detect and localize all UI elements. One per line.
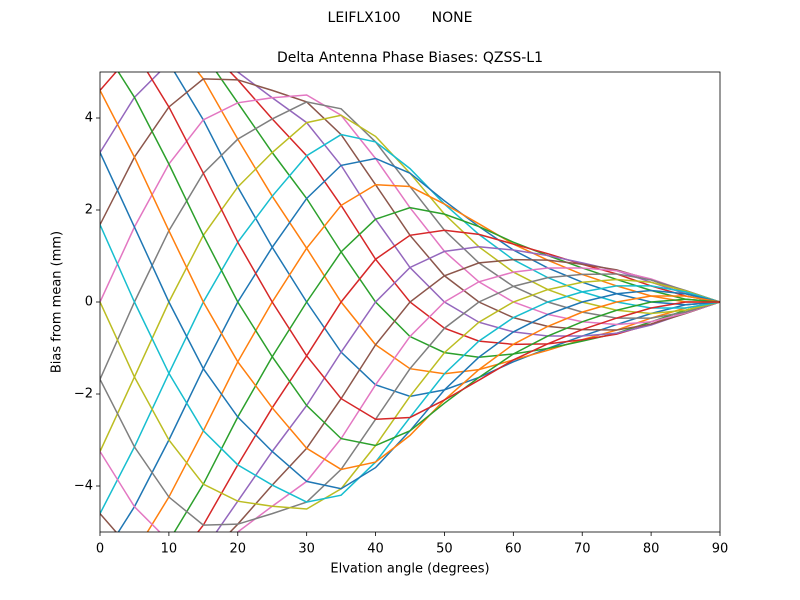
series-line xyxy=(100,278,720,510)
x-tick-label: 50 xyxy=(436,542,453,557)
series-line xyxy=(100,90,720,471)
x-axis-label: Elvation angle (degrees) xyxy=(330,562,489,577)
series-line xyxy=(100,267,720,532)
x-tick-label: 30 xyxy=(298,542,315,557)
series-line xyxy=(146,72,720,421)
y-tick-label: 2 xyxy=(85,203,93,218)
chart-title: Delta Antenna Phase Biases: QZSS-L1 xyxy=(277,50,543,66)
y-tick-label: −2 xyxy=(74,387,93,402)
plot-lines xyxy=(100,72,720,532)
series-line xyxy=(117,72,720,447)
x-tick-label: 60 xyxy=(505,542,522,557)
x-tick-label: 70 xyxy=(574,542,591,557)
x-tick-label: 0 xyxy=(96,542,104,557)
x-tick-label: 80 xyxy=(643,542,660,557)
x-tick-label: 10 xyxy=(161,542,178,557)
suptitle: LEIFLX100 NONE xyxy=(328,10,473,26)
y-tick-label: 4 xyxy=(85,111,93,126)
y-tick-label: 0 xyxy=(85,295,93,310)
series-line xyxy=(100,273,720,526)
y-axis-label: Bias from mean (mm) xyxy=(50,231,65,373)
x-tick-label: 90 xyxy=(712,542,729,557)
x-tick-label: 20 xyxy=(230,542,247,557)
x-tick-label: 40 xyxy=(367,542,384,557)
series-line xyxy=(100,258,720,532)
y-tick-label: −4 xyxy=(74,479,93,494)
